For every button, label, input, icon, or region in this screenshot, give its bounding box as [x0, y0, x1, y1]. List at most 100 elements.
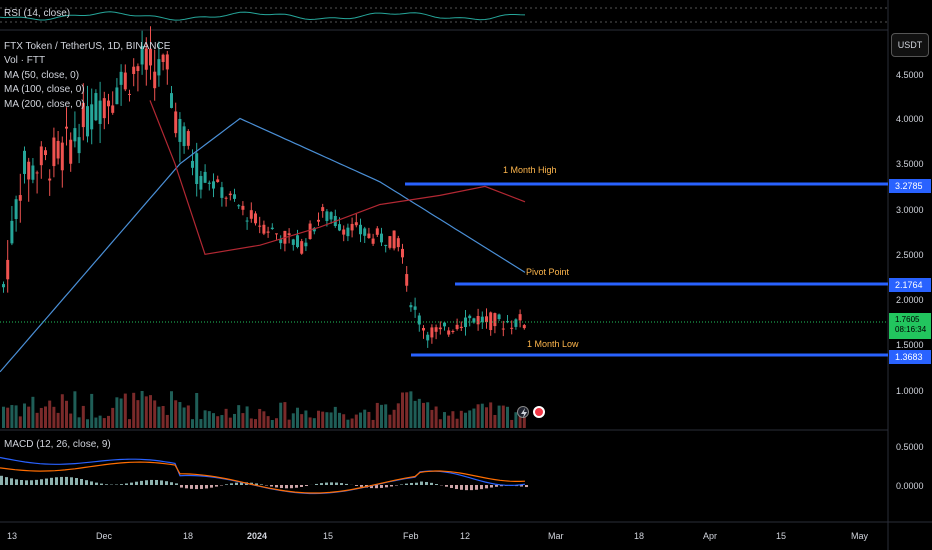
- volume-bar: [115, 397, 119, 428]
- candle-body: [459, 326, 463, 329]
- macd-histogram-bar: [460, 485, 463, 490]
- candle-body: [245, 220, 249, 222]
- candle-body: [2, 284, 5, 288]
- volume-bar: [69, 413, 73, 428]
- volume-bar: [287, 419, 291, 428]
- macd-histogram-bar: [80, 478, 83, 485]
- volume-bar: [35, 412, 39, 428]
- volume-bar: [426, 402, 430, 428]
- lightning-icon[interactable]: [517, 406, 529, 418]
- legend-symbol[interactable]: FTX Token / TetherUS, 1D, BINANCE: [4, 41, 171, 52]
- volume-bar: [422, 402, 425, 428]
- dividends-icon[interactable]: [533, 406, 545, 418]
- volume-bar: [203, 410, 207, 428]
- volume-bar: [254, 419, 257, 428]
- candle-body: [476, 315, 480, 325]
- macd-histogram-bar: [55, 477, 58, 485]
- volume-bar: [157, 406, 161, 428]
- candle-body: [149, 48, 152, 66]
- volume-bar: [485, 407, 488, 428]
- candle-body: [119, 71, 123, 85]
- macd-histogram-bar: [490, 485, 493, 488]
- volume-bar: [266, 416, 270, 428]
- candle-body: [287, 233, 291, 236]
- macd-histogram-bar: [335, 482, 338, 485]
- macd-histogram-bar: [385, 485, 388, 488]
- candle-body: [430, 327, 434, 338]
- volume-bar: [371, 419, 375, 428]
- macd-histogram-bar: [455, 485, 458, 490]
- volume-bar: [514, 412, 518, 428]
- currency-button[interactable]: USDT: [891, 33, 929, 57]
- candle-body: [207, 182, 211, 184]
- candle-body: [451, 330, 455, 332]
- macd-histogram-bar: [305, 485, 308, 487]
- volume-bar: [216, 416, 220, 428]
- price-tick: 4.0000: [896, 114, 924, 124]
- macd-histogram-bar: [170, 482, 173, 485]
- pivot-label: Pivot Point: [526, 267, 570, 277]
- volume-bar: [409, 391, 413, 428]
- candle-body: [312, 228, 316, 232]
- macd-histogram-bar: [300, 485, 303, 487]
- candle-body: [367, 233, 371, 239]
- candle-body: [170, 93, 173, 108]
- candle-body: [73, 128, 77, 142]
- macd-histogram-bar: [500, 485, 503, 487]
- volume-bar: [468, 410, 472, 428]
- time-tick: 18: [183, 531, 194, 541]
- volume-bar: [388, 414, 392, 428]
- candle-body: [388, 236, 392, 248]
- candle-body: [65, 126, 68, 129]
- candle-body: [212, 181, 215, 189]
- candle-body: [178, 118, 182, 142]
- macd-histogram-bar: [165, 481, 168, 485]
- legend-ma200[interactable]: MA (200, close, 0): [4, 98, 85, 110]
- macd-histogram-bar: [495, 485, 498, 487]
- candle-body: [497, 314, 501, 320]
- macd-histogram-bar: [330, 482, 333, 485]
- volume-bar: [258, 408, 262, 428]
- macd-histogram-bar: [75, 477, 78, 485]
- candle-body: [115, 87, 119, 105]
- macd-histogram-bar: [25, 480, 28, 485]
- macd-histogram-bar: [200, 485, 203, 489]
- candle-body: [371, 238, 375, 244]
- legend-ma50[interactable]: MA (50, close, 0): [4, 69, 80, 81]
- candle-body: [81, 102, 85, 128]
- volume-bar: [182, 407, 186, 428]
- candle-body: [153, 71, 157, 89]
- volume-bar: [102, 418, 106, 428]
- volume-bar: [195, 392, 199, 428]
- volume-bar: [304, 410, 308, 428]
- macd-histogram-bar: [205, 485, 208, 489]
- volume-bar: [455, 418, 459, 428]
- candle-body: [514, 319, 518, 327]
- macd-histogram-bar: [410, 482, 413, 485]
- candle-body: [401, 248, 404, 258]
- volume-bar: [359, 412, 362, 428]
- volume-bar: [464, 412, 467, 428]
- macd-histogram-bar: [255, 483, 258, 485]
- macd-histogram-bar: [15, 479, 18, 485]
- volume-bar: [493, 414, 497, 428]
- volume-bar: [73, 391, 77, 428]
- legend-ma100[interactable]: MA (100, close, 0): [4, 84, 85, 96]
- volume-bar: [81, 405, 85, 428]
- macd-histogram-bar: [95, 482, 98, 485]
- candle-body: [493, 313, 497, 327]
- candle-body: [60, 142, 64, 171]
- price-tick: 4.5000: [896, 70, 924, 80]
- legend-volume[interactable]: Vol · FTT: [4, 55, 46, 67]
- volume-bar: [497, 405, 501, 428]
- macd-histogram-bar: [195, 485, 198, 490]
- macd-histogram-bar: [275, 485, 278, 488]
- candle-body: [23, 150, 26, 174]
- candle-body: [346, 227, 350, 237]
- volume-bar: [107, 415, 110, 428]
- candle-body: [413, 306, 417, 310]
- volume-bar: [128, 419, 131, 428]
- macd-histogram-bar: [485, 485, 488, 489]
- macd-histogram-bar: [480, 485, 483, 490]
